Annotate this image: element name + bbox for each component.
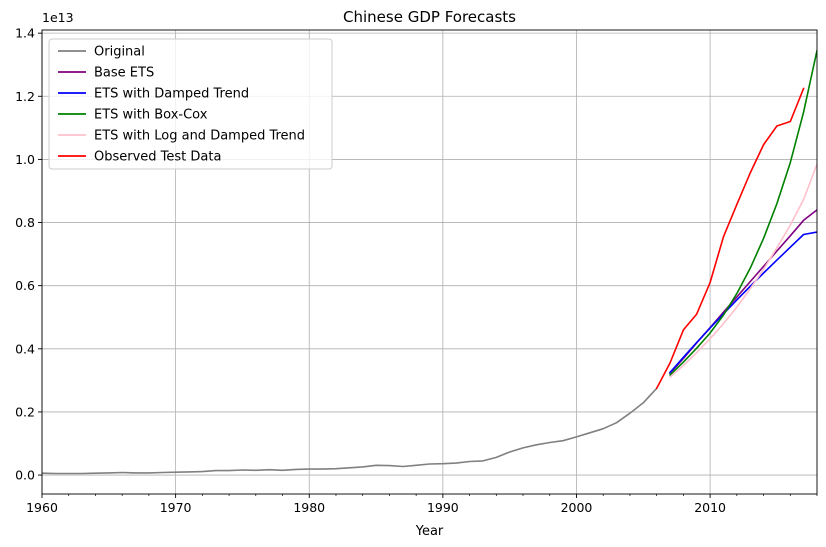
series-line-ets-with-box-cox — [669, 49, 817, 376]
legend-entry-label: Base ETS — [94, 66, 154, 81]
legend-entry-label: Original — [94, 45, 145, 60]
y-tick-label: 1.4 — [15, 26, 35, 41]
x-axis-label: Year — [415, 524, 444, 539]
legend: Original Base ETS ETS with Damped Trend ETS… — [48, 38, 333, 170]
y-tick-label: 0.0 — [15, 468, 35, 483]
y-tick-label: 0.2 — [15, 404, 35, 419]
x-tick-label: 1990 — [427, 500, 459, 515]
series-lines — [42, 49, 817, 475]
legend-entry-label: ETS with Log and Damped Trend — [94, 129, 305, 144]
legend-entry-label: Observed Test Data — [94, 150, 221, 165]
chart-title: Chinese GDP Forecasts — [343, 8, 516, 26]
x-tick-label: 2000 — [561, 500, 593, 515]
y-tick-label: 1.0 — [15, 152, 35, 167]
y-axis-scale-label: 1e13 — [42, 10, 74, 25]
legend-entry-label: ETS with Damped Trend — [94, 87, 249, 102]
x-tick-label: 1970 — [160, 500, 192, 515]
y-tick-label: 1.2 — [15, 89, 35, 104]
series-line-ets-with-log-and-damped-trend — [669, 163, 817, 379]
y-tick-label: 0.6 — [15, 278, 35, 293]
series-line-ets-with-damped-trend — [669, 231, 817, 374]
y-tick-label: 0.8 — [15, 215, 35, 230]
x-tick-label: 1980 — [293, 500, 325, 515]
y-tick-label: 0.4 — [15, 341, 35, 356]
x-tick-label: 2010 — [694, 500, 726, 515]
legend-entry-label: ETS with Box-Cox — [94, 108, 208, 123]
legend-box — [48, 38, 333, 170]
plot-frame — [41, 29, 818, 495]
x-tick-label: 1960 — [26, 500, 58, 515]
series-line-original — [42, 387, 658, 475]
axis-ticks: 1960 1970 1980 1990 2000 2010 0.0 0.2 0.4 0.6 0.8 1… — [15, 26, 818, 515]
series-line-observed-test-data — [655, 87, 805, 390]
